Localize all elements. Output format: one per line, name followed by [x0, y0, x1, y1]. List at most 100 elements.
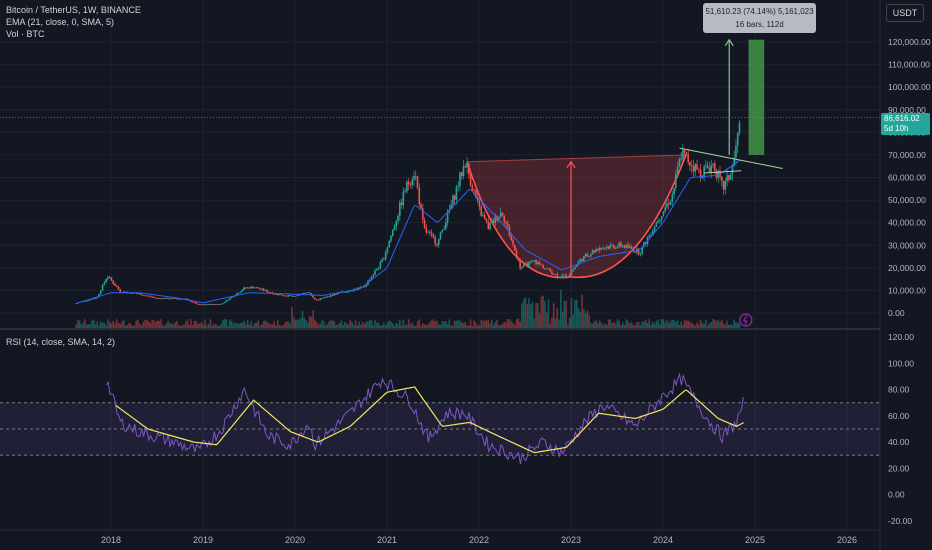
candle-body [545, 268, 548, 269]
volume-bar [542, 295, 544, 328]
volume-bar [195, 321, 198, 328]
volume-bar [567, 324, 569, 328]
volume-bar [225, 319, 228, 328]
volume-bar [335, 325, 337, 328]
currency-button[interactable]: USDT [886, 4, 924, 22]
volume-bar [575, 299, 578, 328]
volume-bar [133, 325, 136, 328]
candle-body [675, 174, 677, 189]
volume-bar [492, 324, 495, 328]
candle-body [715, 170, 718, 178]
volume-bar [206, 325, 208, 328]
candle-body [678, 159, 681, 168]
volume-bar [652, 321, 654, 328]
time-tick-label: 2021 [377, 535, 397, 545]
volume-bar [427, 324, 429, 328]
volume-bar [278, 324, 281, 328]
volume-bar [268, 322, 270, 328]
volume-bar [298, 319, 300, 328]
candle-body [292, 295, 295, 297]
candle-body [466, 163, 468, 168]
candle-body [629, 246, 631, 248]
last-price-value: 86,616.02 [884, 114, 920, 123]
volume-bar [496, 320, 498, 328]
candle-body [501, 212, 504, 216]
candle-body [197, 303, 199, 305]
candle-body [563, 274, 566, 276]
volume-bar [570, 298, 573, 328]
volume-bar [377, 322, 380, 328]
candle-body [690, 165, 693, 167]
candle-body [575, 264, 578, 267]
candle-body [381, 259, 383, 262]
rsi-ma-line [115, 386, 744, 454]
candle-body [223, 302, 226, 304]
candle-body [698, 169, 700, 171]
volume-bar [664, 322, 666, 328]
candle-body [328, 296, 330, 298]
volume-bar [269, 324, 272, 328]
volume-bar [282, 325, 284, 328]
volume-bar [468, 325, 470, 328]
candle-body [701, 177, 704, 179]
volume-bar [78, 320, 81, 328]
volume-bar [186, 319, 189, 328]
ema-legend[interactable]: EMA (21, close, 0, SMA, 5) [6, 17, 115, 27]
candle-body [613, 245, 615, 249]
candle-body [673, 188, 675, 195]
volume-bar [190, 319, 192, 328]
candlesticks [75, 120, 741, 306]
volume-bar [324, 325, 327, 328]
volume-bar [296, 319, 298, 328]
volume-bar [246, 319, 249, 328]
candle-body [455, 186, 458, 200]
time-tick-label: 2026 [837, 535, 857, 545]
volume-bar [422, 323, 424, 328]
candle-body [317, 299, 320, 301]
candle-body [344, 291, 346, 293]
candle-body [388, 241, 390, 248]
candle-body [499, 212, 502, 217]
candle-body [402, 191, 405, 206]
candle-body [85, 300, 88, 302]
volume-bar [659, 324, 661, 328]
candle-body [91, 298, 93, 300]
rsi-legend[interactable]: RSI (14, close, SMA, 14, 2) [6, 337, 116, 347]
volume-bar [598, 320, 601, 328]
volume-bar [107, 319, 109, 328]
volume-bar [535, 302, 537, 328]
candle-body [285, 295, 288, 297]
candle-body [142, 295, 145, 297]
candle-body [229, 297, 231, 300]
volume-bar [469, 319, 472, 328]
volume-bar [167, 320, 169, 328]
volume-bar [285, 321, 288, 328]
volume-bar [597, 322, 599, 328]
volume-bar [243, 320, 245, 328]
candle-body [140, 293, 143, 296]
volume-bar [338, 322, 341, 328]
candle-body [259, 288, 261, 290]
volume-bar [321, 319, 323, 328]
volume-bar [363, 323, 366, 328]
volume-bar [252, 325, 254, 328]
candle-body [146, 295, 148, 297]
volume-bar [538, 313, 541, 328]
volume-bar [89, 324, 91, 328]
candle-body [322, 297, 325, 299]
price-axis: 120,000.00110,000.00100,000.0090,000.008… [888, 37, 931, 318]
candle-body [669, 201, 672, 205]
candle-body [450, 204, 452, 210]
volume-bar [303, 317, 306, 328]
volume-legend[interactable]: Vol · BTC [6, 29, 45, 39]
chart-title[interactable]: Bitcoin / TetherUS, 1W, BINANCE [6, 5, 141, 15]
candle-body [368, 280, 371, 281]
candle-body [708, 168, 711, 173]
volume-bar [717, 319, 720, 328]
candle-body [738, 122, 741, 134]
volume-bar [505, 321, 507, 328]
volume-bar [123, 320, 125, 328]
candle-body [324, 296, 327, 298]
candle-body [528, 261, 530, 267]
